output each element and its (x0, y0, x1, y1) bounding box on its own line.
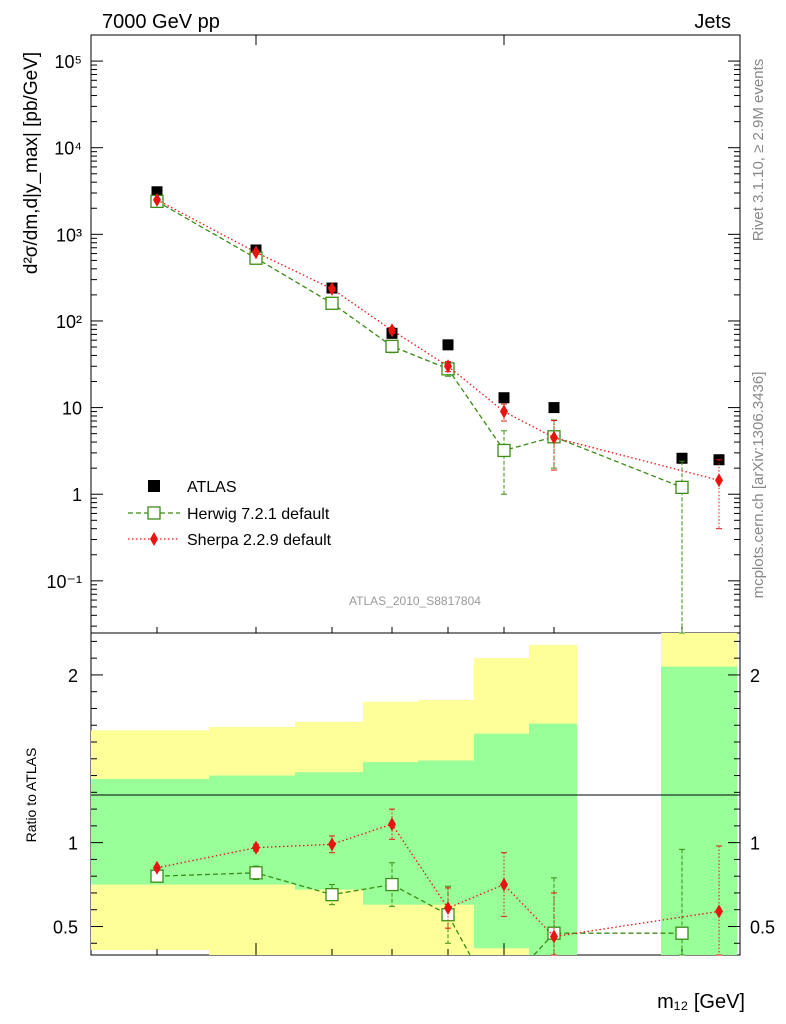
legend: ATLAS Herwig 7.2.1 default Sherpa 2.2.9 … (128, 479, 332, 549)
mcplots-label: mcplots.cern.ch [arXiv:1306.3436] (750, 372, 767, 599)
main-y-axis-label: d²σ/dm,d|y_max| [pb/GeV] (21, 52, 42, 274)
ratio-y-tick-label: 0.5 (53, 917, 78, 937)
header-left: 7000 GeV pp (102, 11, 220, 33)
ratio-y-tick-label: 0.5 (750, 917, 775, 937)
atlas-point (151, 186, 163, 198)
sherpa-point (153, 192, 161, 207)
legend-herwig-label: Herwig 7.2.1 default (187, 506, 330, 523)
herwig-point (325, 296, 339, 310)
sherpa-ratio-point (715, 904, 723, 919)
atlas-point (442, 339, 454, 351)
ratio-y-axis-label: Ratio to ATLAS (23, 748, 39, 843)
legend-sherpa-marker (150, 532, 158, 546)
x-axis-label: m₁₂ [GeV] (657, 991, 745, 1013)
ratio-marks (150, 808, 723, 956)
herwig-point (385, 339, 399, 353)
atlas-point (498, 392, 510, 404)
ratio-y-tick-label: 2 (750, 666, 760, 686)
sherpa-ratio-point (388, 817, 396, 832)
sherpa-line (156, 199, 720, 481)
legend-atlas-label: ATLAS (187, 479, 237, 496)
herwig-ratio-point (249, 866, 263, 880)
ratio-bands (91, 633, 737, 955)
main-marks (150, 186, 725, 634)
herwig-ratio-line (156, 872, 682, 956)
legend-sherpa-label: Sherpa 2.2.9 default (187, 532, 332, 549)
sherpa-point (388, 323, 396, 338)
ratio-y-tick-label: 1 (68, 834, 78, 854)
legend-herwig-marker (147, 506, 161, 520)
sherpa-ratio-point (550, 929, 558, 944)
ratio-y-ticks: 0.5 0.5 1 1 2 2 (53, 640, 775, 944)
ratio-band-inner (474, 733, 529, 949)
legend-atlas-marker (148, 480, 160, 492)
sherpa-point (444, 359, 452, 374)
watermark: ATLAS_2010_S8817804 (349, 594, 481, 608)
main-y-ticks: 10⁻¹ 1 10 10² 10³ 10⁴ 10⁵ (46, 34, 740, 627)
herwig-line (156, 200, 683, 488)
ratio-band-inner (418, 760, 474, 905)
ratio-band-inner (661, 666, 737, 955)
herwig-point (675, 480, 689, 495)
ratio-band-inner (295, 772, 363, 890)
main-y-tick-label: 1 (72, 485, 82, 505)
main-y-tick-label: 10⁴ (54, 139, 82, 159)
ratio-y-tick-label: 2 (68, 666, 78, 686)
sherpa-point (715, 473, 723, 488)
rivet-label: Rivet 3.1.10, ≥ 2.9M events (750, 59, 767, 242)
sherpa-ratio-point (252, 840, 260, 855)
sherpa-point (328, 281, 336, 296)
herwig-point (497, 443, 511, 458)
sherpa-ratio-point (444, 901, 452, 916)
sherpa-ratio-point (500, 877, 508, 892)
herwig-ratio-point (675, 926, 689, 940)
main-y-tick-label: 10² (56, 312, 82, 332)
ratio-y-tick-label: 1 (750, 834, 760, 854)
header-right: Jets (694, 11, 731, 33)
sherpa-point (550, 430, 558, 445)
ratio-band-inner (529, 723, 577, 955)
atlas-point (676, 452, 688, 464)
main-y-tick-label: 10 (62, 399, 82, 419)
sherpa-ratio-point (328, 837, 336, 852)
sherpa-point (500, 404, 508, 419)
main-y-tick-label: 10⁻¹ (46, 572, 82, 592)
atlas-point (548, 402, 560, 414)
main-y-tick-label: 10⁵ (55, 52, 82, 72)
sherpa-point (252, 245, 260, 260)
sherpa-ratio-point (153, 860, 161, 875)
herwig-ratio-point (325, 887, 339, 902)
ratio-band-inner (91, 778, 209, 885)
main-y-tick-label: 10³ (56, 225, 82, 245)
herwig-ratio-point (385, 877, 399, 892)
